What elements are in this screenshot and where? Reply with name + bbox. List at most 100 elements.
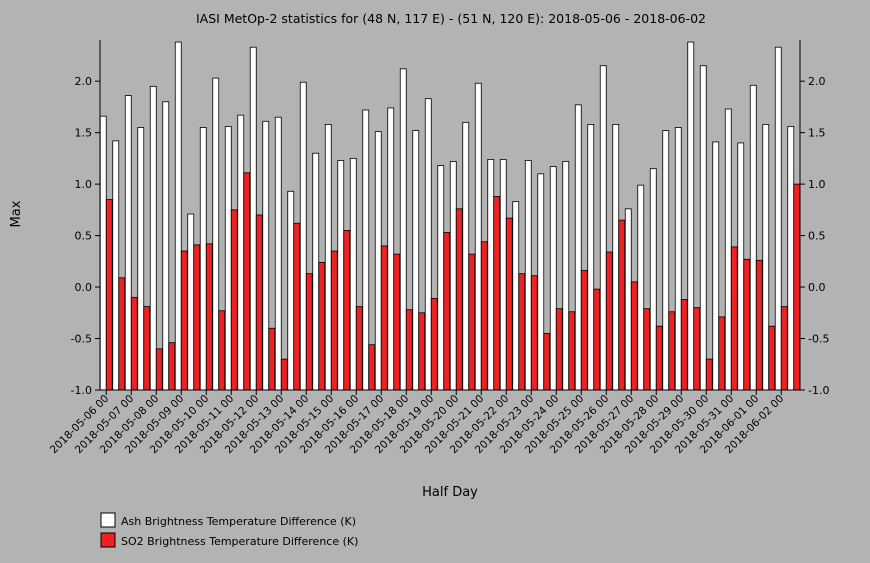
bar-ash-45 — [662, 130, 670, 391]
bar-ash-32 — [499, 159, 507, 391]
bar-so2-31 — [493, 196, 501, 391]
bar-so2-29 — [468, 253, 476, 391]
bar-so2-0 — [105, 199, 113, 391]
bar-ash-33 — [512, 201, 520, 391]
bar-so2-12 — [255, 214, 263, 391]
bar-ash-26 — [424, 98, 432, 391]
x-axis-label: Half Day — [422, 485, 478, 500]
bar-ash-7 — [187, 213, 195, 391]
bar-ash-20 — [349, 157, 357, 391]
bar-so2-48 — [705, 358, 713, 391]
ytick-label-left-0: -1.0 — [71, 384, 92, 397]
bar-ash-41 — [612, 124, 620, 391]
bar-so2-55 — [793, 183, 801, 391]
bar-ash-42 — [624, 208, 632, 391]
bar-so2-30 — [480, 241, 488, 391]
bar-ash-23 — [387, 107, 395, 391]
bar-ash-50 — [724, 108, 732, 391]
bar-so2-36 — [555, 308, 563, 391]
bar-so2-1 — [118, 277, 126, 391]
y-axis-label: Max — [9, 200, 24, 227]
bar-ash-16 — [299, 81, 307, 391]
legend: Ash Brightness Temperature Difference (K… — [100, 512, 358, 548]
ytick-label-right-5: 1.5 — [808, 127, 826, 140]
bar-so2-51 — [743, 258, 751, 391]
ytick-label-left-2: 0.0 — [75, 281, 93, 294]
bar-so2-22 — [380, 245, 388, 391]
chart-title: IASI MetOp-2 statistics for (48 N, 117 E… — [196, 11, 706, 26]
bar-ash-22 — [374, 131, 382, 391]
ytick-label-right-2: 0.0 — [808, 281, 826, 294]
bar-ash-2 — [124, 95, 132, 391]
legend-swatch-ash — [100, 512, 116, 528]
bar-ash-52 — [749, 84, 757, 391]
bar-ash-12 — [249, 46, 257, 391]
bar-ash-38 — [574, 104, 582, 391]
ytick-label-right-6: 2.0 — [808, 75, 826, 88]
bar-so2-33 — [518, 273, 526, 391]
bar-so2-25 — [418, 312, 426, 391]
bar-ash-13 — [262, 120, 270, 391]
bar-ash-24 — [399, 68, 407, 391]
bar-ash-21 — [362, 109, 370, 391]
bar-so2-37 — [568, 311, 576, 391]
bar-so2-21 — [368, 344, 376, 391]
bar-so2-32 — [505, 217, 513, 391]
ytick-label-left-6: 2.0 — [75, 75, 93, 88]
bar-so2-50 — [730, 246, 738, 391]
bar-so2-19 — [343, 230, 351, 391]
bar-ash-54 — [774, 46, 782, 391]
ytick-label-left-3: 0.5 — [75, 230, 93, 243]
bar-ash-49 — [712, 141, 720, 391]
bar-so2-7 — [193, 244, 201, 391]
bar-so2-18 — [330, 250, 338, 391]
bar-ash-8 — [199, 127, 207, 391]
bar-so2-52 — [755, 259, 763, 391]
bar-ash-55 — [787, 126, 795, 391]
bar-so2-10 — [230, 209, 238, 391]
bar-so2-14 — [280, 358, 288, 391]
bar-so2-9 — [218, 310, 226, 391]
bar-so2-20 — [355, 306, 363, 391]
bar-ash-47 — [687, 41, 695, 391]
bar-so2-24 — [405, 309, 413, 391]
bar-so2-44 — [655, 325, 663, 391]
ytick-label-left-5: 1.5 — [75, 127, 93, 140]
bar-ash-46 — [674, 127, 682, 391]
bar-so2-11 — [243, 172, 251, 391]
bar-so2-54 — [780, 306, 788, 391]
bar-ash-6 — [174, 41, 182, 391]
bar-ash-36 — [549, 166, 557, 391]
bars — [99, 41, 801, 391]
bar-so2-46 — [680, 299, 688, 391]
bar-so2-41 — [618, 219, 626, 391]
ytick-label-right-4: 1.0 — [808, 178, 826, 191]
bar-so2-49 — [718, 316, 726, 391]
bar-so2-8 — [205, 243, 213, 391]
legend-swatch-so2 — [100, 532, 116, 548]
bar-ash-35 — [537, 173, 545, 391]
bar-ash-48 — [699, 65, 707, 391]
bar-ash-9 — [212, 77, 220, 391]
bar-ash-27 — [437, 165, 445, 391]
bar-so2-5 — [168, 342, 176, 391]
bar-so2-15 — [293, 222, 301, 391]
bar-so2-2 — [130, 296, 138, 391]
bar-so2-35 — [543, 332, 551, 391]
bar-so2-23 — [393, 253, 401, 391]
bar-ash-19 — [337, 160, 345, 391]
legend-label-ash: Ash Brightness Temperature Difference (K… — [121, 515, 356, 528]
bar-ash-0 — [99, 115, 107, 391]
bar-so2-17 — [318, 261, 326, 391]
bar-ash-43 — [637, 184, 645, 391]
bar-ash-44 — [649, 168, 657, 391]
bar-ash-15 — [287, 190, 295, 391]
bar-ash-34 — [524, 160, 532, 391]
bar-ash-31 — [487, 159, 495, 391]
ytick-label-right-0: -1.0 — [808, 384, 829, 397]
bar-ash-18 — [324, 124, 332, 391]
bar-ash-29 — [462, 121, 470, 391]
bar-so2-28 — [455, 208, 463, 391]
